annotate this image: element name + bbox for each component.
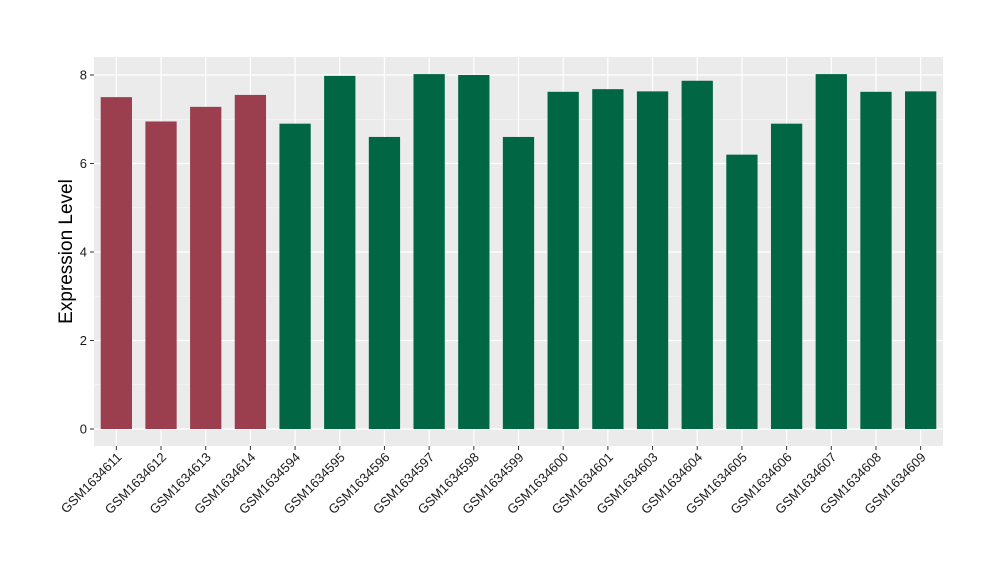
bar: [726, 154, 758, 429]
bar: [234, 94, 267, 429]
bar: [905, 91, 937, 429]
bars: [100, 74, 937, 430]
bar: [636, 91, 669, 429]
y-tick-label: 8: [80, 68, 87, 83]
bar: [815, 74, 847, 430]
bar: [547, 91, 579, 429]
bar: [681, 80, 713, 429]
bar: [368, 136, 401, 429]
bar: [100, 97, 132, 429]
y-axis: 0 2 4 6 8: [80, 68, 94, 437]
y-tick-label: 6: [80, 156, 87, 171]
y-tick-label: 2: [80, 333, 87, 348]
x-axis: GSM1634611GSM1634612GSM1634613GSM1634614…: [58, 446, 929, 517]
bar: [413, 74, 445, 430]
y-axis-title: Expression Level: [56, 179, 77, 324]
y-tick-label: 0: [80, 422, 87, 437]
bar: [324, 75, 356, 429]
y-tick-label: 4: [80, 245, 87, 260]
bar: [279, 123, 311, 430]
bar: [458, 75, 490, 429]
bar: [145, 121, 177, 430]
bar: [770, 123, 803, 430]
bar: [860, 91, 892, 429]
bar: [592, 89, 624, 429]
bar: [190, 106, 222, 430]
bar: [502, 136, 535, 429]
